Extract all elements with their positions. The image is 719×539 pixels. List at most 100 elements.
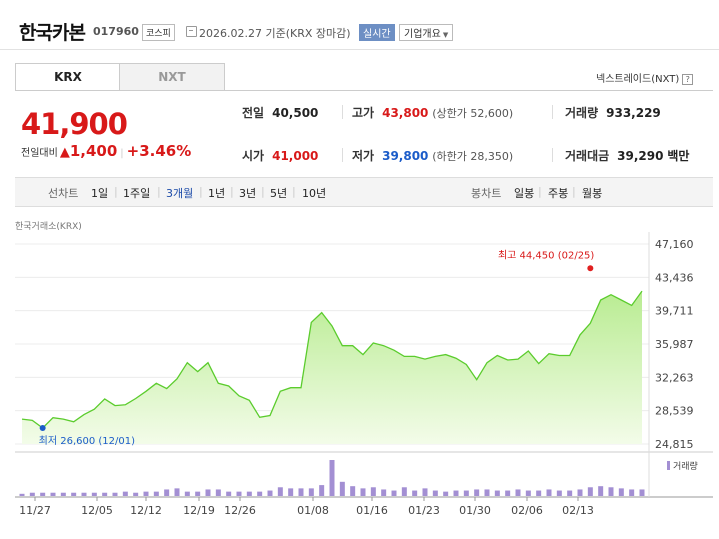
- x-tick-label: 02/13: [562, 504, 594, 517]
- volume-bar: [91, 492, 97, 496]
- period-1w[interactable]: 1주일: [123, 187, 151, 200]
- x-axis-labels: 11/27 12/05 12/12 12/19 12/26 01/08 01/16 01/23…: [19, 497, 594, 517]
- volume-bar: [298, 488, 304, 496]
- period-bar: 선차트 1일 | 1주일 | 3개월 | 1년 | 3년 | 5년 | 10년 …: [15, 177, 713, 207]
- volume-bar: [618, 488, 624, 496]
- x-tick-label: 01/16: [356, 504, 388, 517]
- volume-bar: [629, 489, 635, 496]
- cell-divider: [552, 105, 553, 119]
- x-tick-label: 12/05: [81, 504, 113, 517]
- base-date: 2026.02.27 기준(KRX 장마감): [199, 27, 351, 40]
- company-name: 한국카본: [19, 22, 86, 44]
- clock-icon: [186, 26, 197, 37]
- volume-bar: [370, 487, 376, 496]
- volume-bar: [143, 491, 149, 496]
- open-price: 시가 41,000: [242, 149, 319, 163]
- price-line: [21, 290, 643, 429]
- volume-bar: [339, 481, 345, 496]
- x-tick-label: 01/30: [459, 504, 491, 517]
- y-tick-label: 32,263: [655, 371, 694, 384]
- volume-bar: [577, 489, 583, 496]
- candle-daily[interactable]: 일봉: [514, 187, 535, 200]
- stock-header: 한국카본 017960 코스피 2026.02.27 기준(KRX 장마감) 실…: [0, 0, 719, 50]
- chevron-down-icon: ▼: [442, 31, 449, 39]
- y-axis-labels: 47,160 43,436 39,711 35,987 32,263 28,539 24,8…: [655, 238, 694, 451]
- volume-bar: [432, 490, 438, 496]
- volume-bar: [277, 487, 283, 496]
- chart-source: 한국거래소(KRX): [15, 222, 82, 232]
- y-tick-label: 43,436: [655, 271, 694, 284]
- prev-close: 전일 40,500: [242, 106, 319, 120]
- max-marker: [587, 265, 594, 272]
- volume-bar: [412, 490, 418, 496]
- change-label: 전일대비: [21, 148, 58, 159]
- volume-bar: [598, 486, 604, 496]
- line-chart-label: 선차트: [48, 187, 79, 200]
- candle-monthly[interactable]: 월봉: [582, 187, 603, 200]
- change-percent: +3.46%: [126, 142, 192, 160]
- volume-bar: [174, 488, 180, 496]
- x-tick-label: 12/19: [183, 504, 215, 517]
- y-tick-label: 35,987: [655, 338, 694, 351]
- min-label: 최저 26,600 (12/01): [39, 435, 135, 447]
- nextrade-label: 넥스트레이드(NXT): [596, 74, 680, 85]
- volume-legend-swatch: [667, 461, 670, 470]
- change-value: 1,400: [69, 142, 118, 160]
- x-tick-label: 12/12: [130, 504, 162, 517]
- period-10y[interactable]: 10년: [302, 187, 327, 200]
- x-tick-label: 01/23: [408, 504, 440, 517]
- candle-weekly[interactable]: 주봉: [548, 187, 569, 200]
- stock-code: 017960: [93, 25, 139, 38]
- volume-bars: 거래량: [19, 460, 698, 496]
- volume-bar: [215, 489, 221, 496]
- volume-bar: [443, 491, 449, 496]
- high-price: 고가 43,800 (상한가 52,600): [352, 106, 514, 120]
- volume-bar: [50, 492, 56, 496]
- nextrade-link[interactable]: 넥스트레이드(NXT)?: [596, 70, 694, 85]
- help-icon[interactable]: ?: [682, 74, 694, 85]
- volume-bar: [288, 488, 294, 496]
- period-3m[interactable]: 3개월: [166, 187, 194, 200]
- realtime-button[interactable]: 실시간: [359, 24, 395, 41]
- volume-bar: [608, 487, 614, 496]
- volume: 거래량 933,229: [565, 106, 661, 120]
- volume-bar: [81, 492, 87, 496]
- volume-bar: [195, 491, 201, 496]
- period-5y[interactable]: 5년: [270, 187, 288, 200]
- y-tick-label: 28,539: [655, 405, 694, 418]
- volume-bar: [422, 488, 428, 496]
- volume-bar: [164, 489, 170, 496]
- volume-bar: [184, 491, 190, 496]
- price-area: [22, 291, 642, 444]
- up-triangle-icon: ▲: [59, 145, 70, 160]
- volume-bar: [350, 486, 356, 496]
- volume-bar: [360, 488, 366, 496]
- period-3y[interactable]: 3년: [239, 187, 257, 200]
- volume-bar: [308, 488, 314, 496]
- period-1y[interactable]: 1년: [208, 187, 226, 200]
- volume-bar: [525, 490, 531, 496]
- y-tick-label: 39,711: [655, 305, 694, 318]
- exchange-tabs: KRX NXT: [15, 63, 225, 91]
- max-label: 최고 44,450 (02/25): [498, 249, 594, 261]
- tab-krx[interactable]: KRX: [15, 63, 121, 90]
- cell-divider: [342, 148, 343, 162]
- volume-bar: [381, 489, 387, 496]
- volume-bar: [29, 492, 35, 496]
- volume-bar: [205, 489, 211, 496]
- y-tick-label: 47,160: [655, 238, 694, 251]
- tab-nxt[interactable]: NXT: [119, 63, 225, 91]
- volume-bar: [556, 490, 562, 496]
- cell-divider: [342, 105, 343, 119]
- volume-bar: [267, 490, 273, 496]
- min-marker: [39, 425, 46, 432]
- market-badge: 코스피: [142, 24, 175, 41]
- x-tick-label: 01/08: [297, 504, 329, 517]
- period-1d[interactable]: 1일: [91, 187, 109, 200]
- header-divider: [0, 49, 719, 50]
- volume-bar: [401, 487, 407, 496]
- company-info-dropdown[interactable]: 기업개요 ▼: [399, 24, 454, 41]
- volume-bar: [236, 491, 242, 496]
- chart-markers: 최고 44,450 (02/25) 최저 26,600 (12/01): [39, 249, 595, 447]
